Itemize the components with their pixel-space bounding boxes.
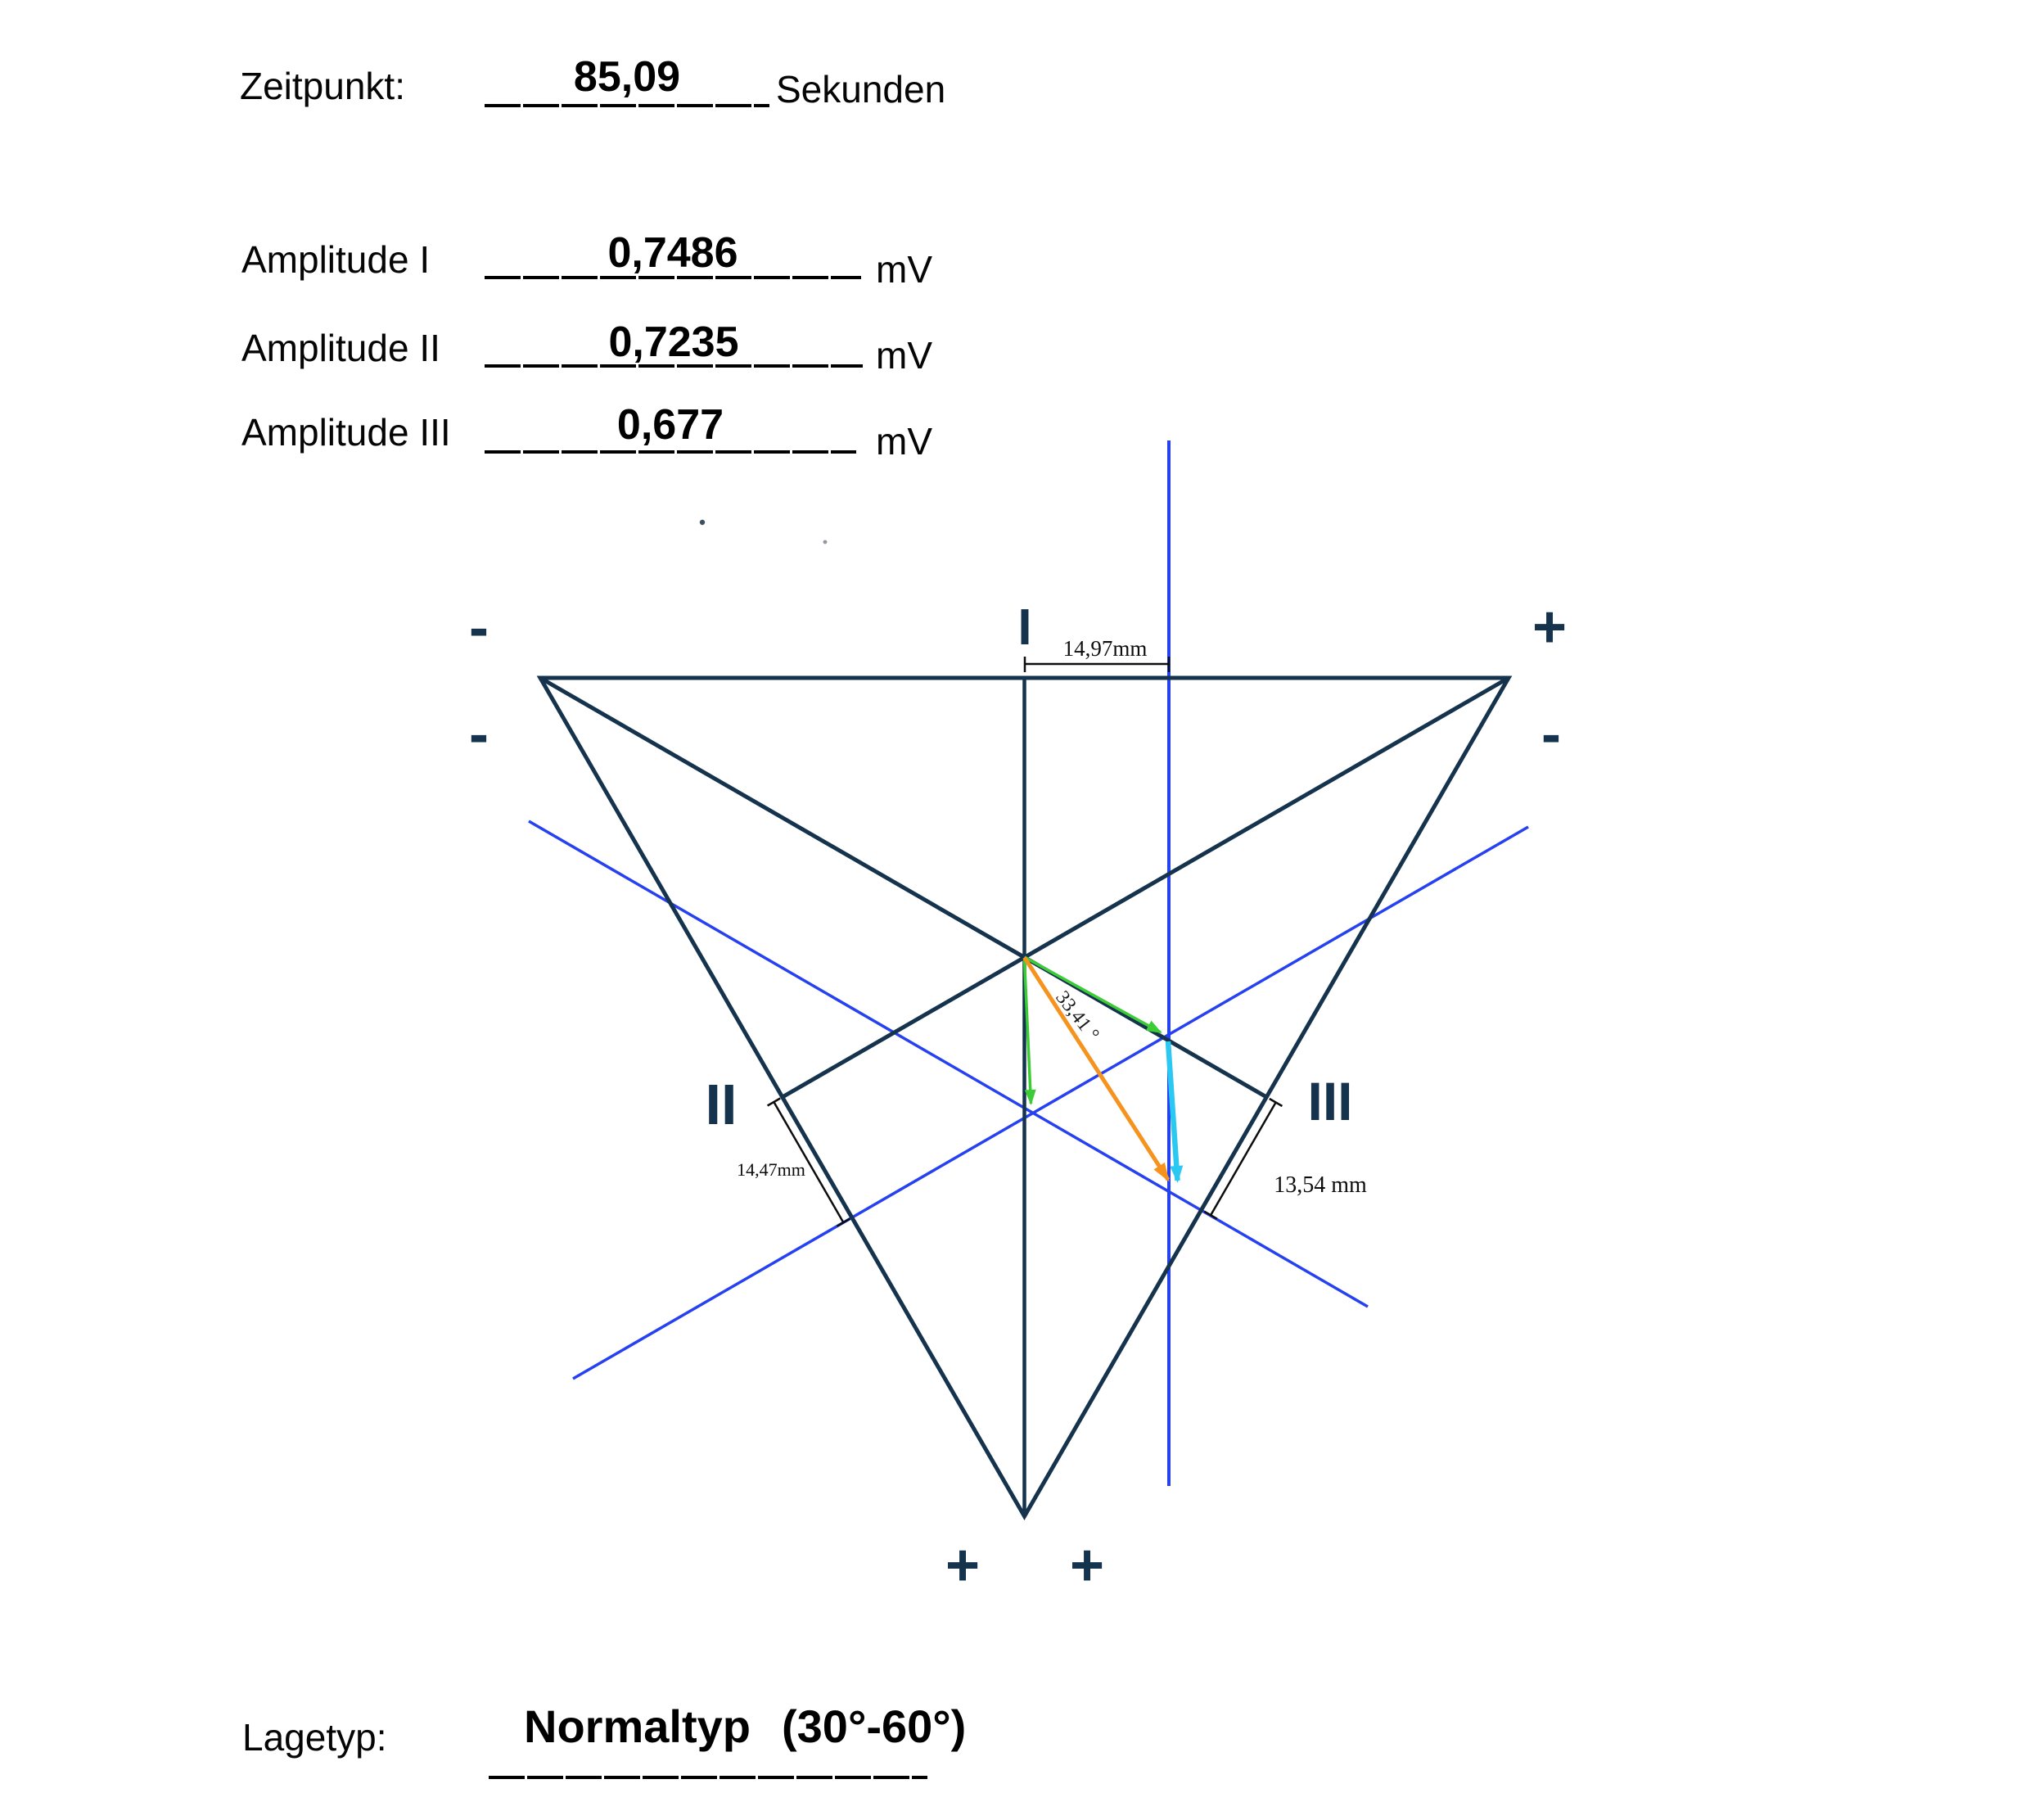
minus-sign-lead2-top: - <box>469 702 489 767</box>
amplitude1-value: 0,7486 <box>607 229 738 277</box>
amplitude3-label: Amplitude III <box>241 411 451 454</box>
amplitude1-label: Amplitude I <box>241 238 431 281</box>
dimension-label-lead3: 13,54 mm <box>1274 1172 1367 1198</box>
zeitpunkt-unit: Sekunden <box>776 68 946 111</box>
minus-sign-lead3-top: - <box>1541 702 1561 767</box>
zeitpunkt-underline <box>485 104 769 107</box>
lagetyp-value: Normaltyp <box>524 1700 751 1752</box>
amplitude2-underline <box>485 364 863 368</box>
dimension-line-lead3 <box>1210 1101 1277 1216</box>
amplitude2-label: Amplitude II <box>241 327 440 369</box>
lagetyp-label: Lagetyp: <box>242 1716 387 1759</box>
dimension-tick-lead3-start <box>1269 1097 1283 1108</box>
perpendicular-lead3-line <box>528 820 1369 1308</box>
median-topright-to-leftside <box>781 675 1510 1100</box>
zeitpunkt-value: 85,09 <box>573 53 681 101</box>
dimension-tick-lead3-end <box>1203 1210 1218 1220</box>
cyan-component-arrow <box>1165 1041 1184 1183</box>
dimension-tick-lead2-start <box>766 1097 781 1107</box>
plus-sign-lead2-bottom: + <box>945 1533 980 1598</box>
amplitude1-underline <box>485 276 861 279</box>
green-component-arrow-lead1 <box>1023 955 1162 1034</box>
lead1-label: I <box>1017 599 1031 656</box>
amplitude1-unit: mV <box>876 248 932 291</box>
lagetyp-underline <box>489 1776 927 1779</box>
plus-sign-lead3-bottom: + <box>1070 1533 1104 1598</box>
lagetyp-range: (30°-60°) <box>782 1700 967 1752</box>
plus-sign-lead1-right: + <box>1532 594 1567 660</box>
dimension-tick-lead2-end <box>836 1217 850 1227</box>
dimension-line-lead2 <box>773 1101 845 1223</box>
stray-dot <box>699 519 706 526</box>
amplitude2-unit: mV <box>876 334 932 377</box>
amplitude2-value: 0,7235 <box>608 318 739 366</box>
orange-axis-vector-arrow <box>1022 956 1171 1182</box>
dimension-label-lead2: 14,47mm <box>737 1159 805 1180</box>
zeitpunkt-label: Zeitpunkt: <box>240 65 405 107</box>
median-topleft-to-rightside <box>539 675 1268 1100</box>
lead3-label: III <box>1307 1071 1352 1131</box>
green-component-arrow-vertical <box>1022 959 1036 1105</box>
amplitude3-value: 0,677 <box>616 401 724 449</box>
amplitude3-unit: mV <box>876 420 932 463</box>
dimension-label-lead1: 14,97mm <box>1063 636 1148 661</box>
lead2-label: II <box>706 1073 738 1136</box>
amplitude3-underline <box>485 450 856 454</box>
minus-sign-lead1-left: - <box>469 595 489 661</box>
stray-dot <box>823 540 828 544</box>
